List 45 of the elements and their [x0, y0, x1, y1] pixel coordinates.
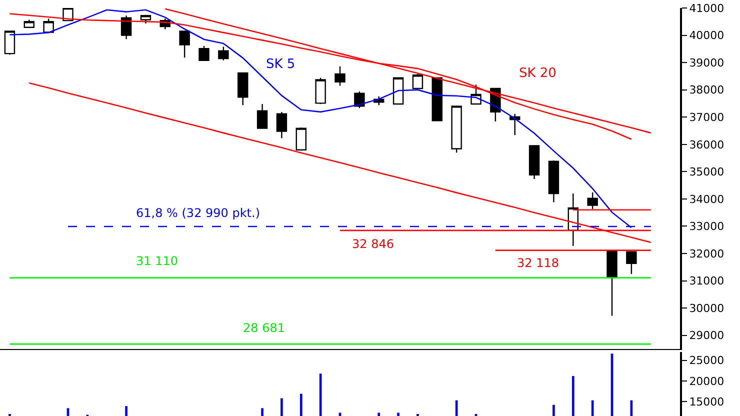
candlestick [606, 249, 618, 316]
candlestick [432, 77, 442, 122]
candlestick [548, 160, 560, 203]
candlestick [528, 145, 540, 180]
y-tick-label: 30000 [689, 302, 724, 315]
candlestick [120, 15, 132, 40]
y-tick-label: 38000 [689, 84, 724, 97]
y-tick-label: 34000 [689, 192, 724, 206]
y-tick-label: 41000 [689, 2, 724, 15]
annotation: 32 846 [352, 237, 394, 251]
candlestick [24, 19, 34, 28]
candlestick [392, 77, 404, 105]
y-tick-label: 39000 [689, 56, 724, 70]
y-tick-label: 40000 [689, 29, 724, 42]
y-tick-label: 33000 [689, 220, 724, 234]
candlestick [218, 46, 229, 61]
y-tick-label: 15000 [689, 395, 724, 408]
y-tick-label: 32000 [689, 247, 724, 260]
y-tick-label: 25000 [689, 354, 724, 368]
candlestick [4, 30, 16, 56]
candlestick [276, 111, 288, 139]
candlestick [140, 14, 152, 24]
annotation: 28 681 [243, 321, 285, 335]
candlestick [451, 106, 462, 154]
candlestick [198, 45, 210, 61]
candlestick [587, 192, 598, 210]
candlestick [412, 73, 424, 90]
candlestick [238, 72, 248, 106]
candlestick [179, 30, 190, 58]
y-tick-label: 37000 [689, 110, 724, 124]
candlestick [256, 103, 268, 129]
candlestick [626, 251, 637, 275]
candlestick [296, 126, 306, 152]
series-label: SK 20 [519, 66, 556, 81]
annotation: 61,8 % (32 990 pkt.) [136, 206, 260, 220]
candlestick [334, 66, 346, 86]
y-tick-label: 36000 [689, 138, 724, 152]
candlestick [315, 77, 326, 105]
y-tick-label: 35000 [689, 166, 724, 179]
y-tick-label: 31000 [689, 274, 724, 288]
y-tick-label: 29000 [689, 329, 724, 342]
annotation: 32 118 [517, 256, 559, 270]
y-tick-label: 20000 [689, 374, 724, 388]
annotation: 31 110 [136, 254, 178, 268]
series-label: SK 5 [266, 57, 296, 72]
